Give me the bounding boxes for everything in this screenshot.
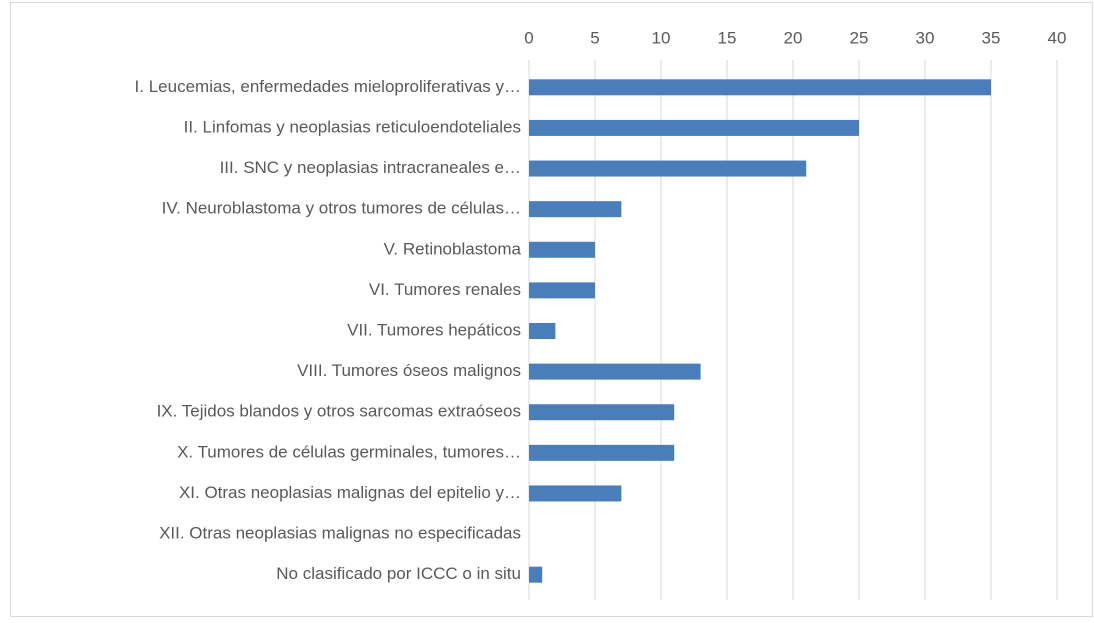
y-tick-label: X. Tumores de células germinales, tumore…	[177, 442, 521, 461]
chart-border	[10, 2, 1093, 617]
y-tick-label: No clasificado por ICCC o in situ	[276, 564, 521, 583]
bar	[529, 79, 991, 96]
y-tick-label: III. SNC y neoplasias intracraneales e…	[220, 158, 521, 177]
y-tick-label: IX. Tejidos blandos y otros sarcomas ext…	[157, 402, 521, 421]
bar	[529, 485, 622, 502]
bar	[529, 282, 595, 299]
y-tick-label: II. Linfomas y neoplasias reticuloendote…	[184, 117, 521, 136]
x-tick-label: 5	[590, 28, 599, 47]
y-tick-label: XII. Otras neoplasias malignas no especi…	[159, 524, 521, 543]
y-tick-label: I. Leucemias, enfermedades mieloprolifer…	[135, 77, 521, 96]
x-tick-label: 40	[1048, 28, 1067, 47]
bar	[529, 241, 595, 258]
bar	[529, 566, 543, 583]
bar	[529, 160, 807, 177]
bar	[529, 444, 675, 461]
x-tick-label: 0	[524, 28, 533, 47]
bar	[529, 323, 556, 339]
bar	[529, 363, 701, 380]
x-tick-label: 10	[652, 28, 671, 47]
y-tick-label: VI. Tumores renales	[369, 280, 521, 299]
bar	[529, 119, 859, 136]
y-tick-label: VIII. Tumores óseos malignos	[297, 361, 521, 380]
x-tick-label: 15	[718, 28, 737, 47]
y-tick-label: IV. Neuroblastoma y otros tumores de cél…	[162, 199, 521, 218]
x-tick-label: 35	[982, 28, 1001, 47]
bar	[529, 404, 675, 421]
y-tick-label: V. Retinoblastoma	[384, 239, 522, 258]
x-tick-label: 20	[784, 28, 803, 47]
x-tick-label: 25	[850, 28, 869, 47]
x-tick-label: 30	[916, 28, 935, 47]
bar	[529, 201, 622, 218]
y-tick-label: XI. Otras neoplasias malignas del epitel…	[179, 483, 521, 502]
y-tick-label: VII. Tumores hepáticos	[347, 320, 521, 339]
